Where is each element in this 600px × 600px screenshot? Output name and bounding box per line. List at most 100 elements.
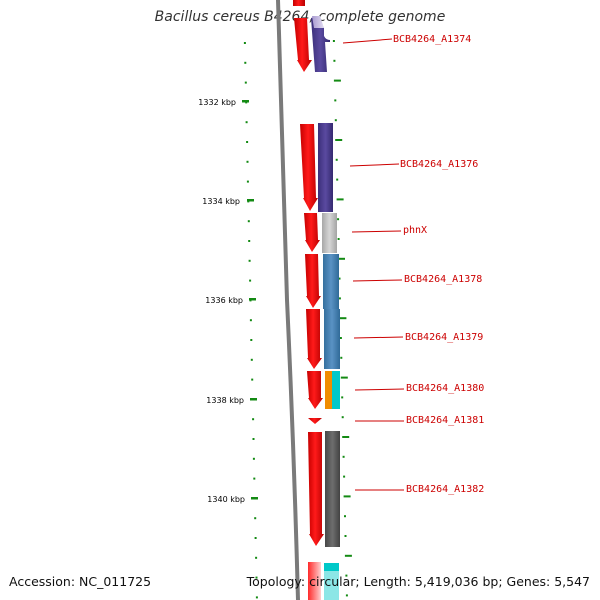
scale-tick <box>242 100 249 103</box>
cog-feature-a1378 <box>323 254 339 309</box>
gene-label-phnx: phnX <box>403 225 427 236</box>
gc-dash <box>243 42 246 44</box>
gc-dash <box>334 119 337 122</box>
gc-dash <box>244 61 247 64</box>
gene-label-a1378: BCB4264_A1378 <box>404 274 482 285</box>
label-leader <box>354 388 405 391</box>
cog-feature-a1380-orange <box>325 371 332 409</box>
gc-content-track <box>243 40 352 599</box>
cog-feature-a1380-teal <box>332 371 340 409</box>
gc-dash <box>254 537 257 539</box>
gc-dash <box>254 517 257 520</box>
label-leader <box>349 163 400 167</box>
scale-tick <box>250 398 257 401</box>
gc-dash <box>333 79 341 82</box>
gene-label-a1379: BCB4264_A1379 <box>405 332 483 343</box>
gc-dash <box>342 455 345 458</box>
scale-label-1338: 1338 kbp <box>206 396 244 405</box>
label-leader <box>342 38 393 44</box>
gc-dash <box>338 257 345 260</box>
gene-arrow <box>305 254 321 308</box>
genome-backbone <box>276 0 300 600</box>
gene-label-a1381: BCB4264_A1381 <box>406 415 484 426</box>
genome-title: Bacillus cereus B4264, complete genome <box>154 9 446 25</box>
gc-dash <box>340 356 343 359</box>
gc-dash <box>255 596 258 599</box>
gc-dash <box>344 554 352 557</box>
gc-dash <box>250 358 253 361</box>
gc-dash <box>251 378 254 381</box>
cog-features <box>311 16 340 600</box>
gc-dash <box>252 438 255 440</box>
gc-dash <box>343 475 346 478</box>
gc-dash <box>343 495 351 498</box>
gc-dash <box>244 81 247 84</box>
gene-arrow <box>308 562 321 600</box>
gene-arrow <box>300 124 318 211</box>
label-leader <box>353 336 404 339</box>
accession-text: Accession: NC_011725 <box>9 574 152 589</box>
gc-dash <box>337 218 340 221</box>
gene-labels: BCB4264_A1374 BCB4264_A1376 phnX BCB4264… <box>342 34 484 495</box>
gc-dash <box>344 515 346 518</box>
gc-dash <box>255 556 258 559</box>
scale-tick <box>251 497 258 500</box>
gc-dash <box>336 198 344 201</box>
gc-dash <box>341 416 344 419</box>
gc-dash <box>245 121 248 124</box>
scale-label-1332: 1332 kbp <box>198 98 236 107</box>
gc-dash <box>344 535 347 537</box>
forward-strand-features <box>293 0 324 600</box>
gene-arrow <box>304 213 320 252</box>
gc-dash <box>250 339 253 341</box>
gene-arrow <box>307 371 323 409</box>
gc-dash <box>246 141 249 143</box>
cog-feature-a1374-top <box>312 16 324 28</box>
gene-label-a1380: BCB4264_A1380 <box>406 383 484 394</box>
gene-arrow <box>308 432 324 546</box>
cog-feature-phnx <box>322 213 337 253</box>
scale-label-1340: 1340 kbp <box>207 495 245 504</box>
gc-dash <box>345 574 348 577</box>
gc-dash <box>246 180 249 183</box>
gene-label-a1382: BCB4264_A1382 <box>406 484 484 495</box>
gc-dash <box>336 178 339 181</box>
scale-tick <box>249 298 256 301</box>
scale-axis: 1332 kbp 1334 kbp 1336 kbp 1338 kbp 1340… <box>198 98 258 504</box>
gc-dash <box>337 238 340 240</box>
genome-stats-text: Topology: circular; Length: 5,419,036 bp… <box>246 574 590 589</box>
gc-dash <box>249 279 252 282</box>
label-leader <box>351 230 402 233</box>
gc-dash <box>338 277 341 280</box>
cog-feature-a1374 <box>311 16 330 72</box>
cog-feature-a1379 <box>324 309 340 369</box>
gc-dash <box>247 220 250 223</box>
cog-feature-bottom-edge <box>324 563 339 571</box>
gc-dash <box>335 158 338 161</box>
cog-feature-a1382 <box>325 431 340 547</box>
gc-dash <box>339 317 347 320</box>
gc-dash <box>248 240 251 242</box>
gene-label-a1376: BCB4264_A1376 <box>400 159 478 170</box>
scale-label-1336: 1336 kbp <box>205 296 243 305</box>
gene-arrow <box>306 309 322 369</box>
cog-feature-bottom <box>324 563 339 600</box>
gc-dash <box>341 396 344 399</box>
gc-dash <box>333 59 336 62</box>
gc-dash <box>249 319 252 322</box>
gc-dash <box>248 259 251 262</box>
cog-feature-a1376 <box>318 123 333 212</box>
gc-dash <box>252 418 255 421</box>
gc-dash <box>339 337 342 339</box>
gc-dash <box>253 477 256 480</box>
gc-dash <box>252 457 255 460</box>
gc-dash <box>338 297 341 300</box>
gene-label-a1374: BCB4264_A1374 <box>393 34 471 45</box>
gene-arrow <box>294 18 312 72</box>
gc-dash <box>345 594 348 597</box>
gene-arrow <box>308 418 322 424</box>
scale-tick <box>247 199 254 202</box>
gc-dash <box>255 576 258 579</box>
